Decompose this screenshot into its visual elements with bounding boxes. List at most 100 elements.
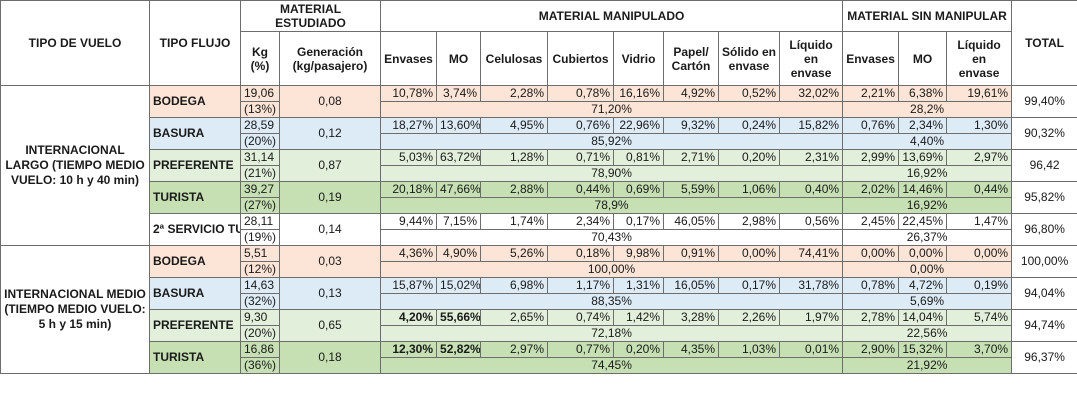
manipulated-subtotal: 74,45% xyxy=(380,357,844,374)
manipulated-value: 4,92% xyxy=(663,85,720,102)
manipulated-value: 2,28% xyxy=(480,85,549,102)
kg-percent: (21%) xyxy=(240,165,280,182)
header-sin-envases: Envases xyxy=(842,31,900,86)
manipulated-value: 0,81% xyxy=(613,149,665,166)
unmanipulated-value: 2,34% xyxy=(898,117,948,134)
generation-value: 0,12 xyxy=(278,117,382,150)
header-man-vidrio: Vidrio xyxy=(613,31,665,86)
generation-value: 0,18 xyxy=(278,341,382,374)
manipulated-value: 5,03% xyxy=(380,149,438,166)
manipulated-value: 15,87% xyxy=(380,277,438,294)
kg-value: 28,11 xyxy=(240,213,280,230)
header-man-liquido-envase: Líquido en envase xyxy=(779,31,844,86)
kg-value: 19,06 xyxy=(240,85,280,102)
manipulated-value: 0,00% xyxy=(718,245,781,262)
kg-percent: (12%) xyxy=(240,261,280,278)
manipulated-value: 1,42% xyxy=(613,309,665,326)
manipulated-value: 74,41% xyxy=(779,245,844,262)
kg-value: 16,86 xyxy=(240,341,280,358)
header-man-celulosas: Celulosas xyxy=(480,31,549,86)
manipulated-value: 2,31% xyxy=(779,149,844,166)
manipulated-value: 0,44% xyxy=(547,181,615,198)
manipulated-value: 5,59% xyxy=(663,181,720,198)
header-material-estudiado: MATERIAL ESTUDIADO xyxy=(239,0,382,32)
unmanipulated-value: 2,90% xyxy=(842,341,900,358)
manipulated-subtotal: 85,92% xyxy=(380,133,844,150)
total-value: 96,42 xyxy=(1011,149,1077,182)
manipulated-value: 0,20% xyxy=(613,341,665,358)
unmanipulated-value: 6,38% xyxy=(898,85,948,102)
manipulated-value: 15,02% xyxy=(436,277,482,294)
unmanipulated-subtotal: 0,00% xyxy=(842,261,1013,278)
manipulated-subtotal: 72,18% xyxy=(380,325,844,342)
manipulated-value: 2,34% xyxy=(547,213,615,230)
table-row-subtotal: (12%) 100,00% 0,00% xyxy=(1,261,1077,278)
manipulated-value: 10,78% xyxy=(380,85,438,102)
manipulated-value: 15,82% xyxy=(779,117,844,134)
header-man-solido-envase: Sólido en envase xyxy=(718,31,781,86)
manipulated-value: 4,36% xyxy=(380,245,438,262)
manipulated-value: 4,90% xyxy=(436,245,482,262)
unmanipulated-value: 5,74% xyxy=(946,309,1013,326)
kg-percent: (20%) xyxy=(240,325,280,342)
generation-value: 0,19 xyxy=(278,181,382,214)
unmanipulated-subtotal: 5,69% xyxy=(842,293,1013,310)
manipulated-value: 1,03% xyxy=(718,341,781,358)
unmanipulated-subtotal: 16,92% xyxy=(842,165,1013,182)
header-man-envases: Envases xyxy=(380,31,438,86)
flow-type-label: BODEGA xyxy=(149,85,241,118)
manipulated-value: 1,31% xyxy=(613,277,665,294)
table-row: INTERNACIONAL LARGO (TIEMPO MEDIO VUELO:… xyxy=(0,85,1077,246)
manipulated-value: 18,27% xyxy=(380,117,438,134)
table-row-subtotal: (13%) 71,20% 28,2% xyxy=(1,101,1077,118)
manipulated-value: 0,69% xyxy=(613,181,665,198)
total-value: 90,32% xyxy=(1011,117,1077,150)
kg-value: 31,14 xyxy=(240,149,280,166)
manipulated-value: 9,98% xyxy=(613,245,665,262)
total-value: 96,80% xyxy=(1011,213,1077,246)
kg-percent: (19%) xyxy=(240,229,280,246)
header-tipo-vuelo: TIPO DE VUELO xyxy=(0,0,150,86)
manipulated-value: 0,76% xyxy=(547,117,615,134)
manipulated-subtotal: 78,9% xyxy=(380,197,844,214)
unmanipulated-value: 0,78% xyxy=(842,277,900,294)
kg-percent: (20%) xyxy=(240,133,280,150)
header-tipo-flujo: TIPO FLUJO xyxy=(149,0,241,86)
table-row-subtotal: (36%) 74,45% 21,92% xyxy=(1,357,1077,374)
unmanipulated-subtotal: 4,40% xyxy=(842,133,1013,150)
manipulated-subtotal: 71,20% xyxy=(380,101,844,118)
table-row: BASURA 28,59 0,12 18,27% 13,60% 4,95% 0,76% 22,… xyxy=(1,117,1077,150)
manipulated-value: 0,78% xyxy=(547,85,615,102)
generation-value: 0,87 xyxy=(278,149,382,182)
manipulated-subtotal: 88,35% xyxy=(380,293,844,310)
header-generacion: Generación (kg/pasajero) xyxy=(278,31,382,86)
table-row: PREFERENTE 9,30 0,65 4,20% 55,66% 2,65% 0,74% 1… xyxy=(1,309,1077,342)
manipulated-value: 46,05% xyxy=(663,213,720,230)
manipulated-value: 9,32% xyxy=(663,117,720,134)
manipulated-value: 9,44% xyxy=(380,213,438,230)
unmanipulated-subtotal: 28,2% xyxy=(842,101,1013,118)
manipulated-value: 2,65% xyxy=(480,309,549,326)
manipulated-value: 2,26% xyxy=(718,309,781,326)
flow-type-label: 2ª SERVICIO TURISTA xyxy=(149,213,241,246)
unmanipulated-value: 3,70% xyxy=(946,341,1013,358)
manipulated-value: 0,17% xyxy=(613,213,665,230)
flow-type-label: BODEGA xyxy=(149,245,241,278)
manipulated-subtotal: 100,00% xyxy=(380,261,844,278)
header-man-papel-carton: Papel/ Cartón xyxy=(663,31,720,86)
unmanipulated-value: 2,97% xyxy=(946,149,1013,166)
manipulated-value: 4,20% xyxy=(380,309,438,326)
unmanipulated-value: 0,76% xyxy=(842,117,900,134)
unmanipulated-value: 4,72% xyxy=(898,277,948,294)
flow-type-label: TURISTA xyxy=(149,181,241,214)
unmanipulated-value: 1,47% xyxy=(946,213,1013,230)
manipulated-value: 55,66% xyxy=(436,309,482,326)
unmanipulated-value: 2,78% xyxy=(842,309,900,326)
unmanipulated-value: 15,32% xyxy=(898,341,948,358)
manipulated-value: 4,95% xyxy=(480,117,549,134)
manipulated-value: 5,26% xyxy=(480,245,549,262)
manipulated-value: 0,74% xyxy=(547,309,615,326)
manipulated-value: 1,74% xyxy=(480,213,549,230)
manipulated-value: 2,88% xyxy=(480,181,549,198)
unmanipulated-value: 19,61% xyxy=(946,85,1013,102)
